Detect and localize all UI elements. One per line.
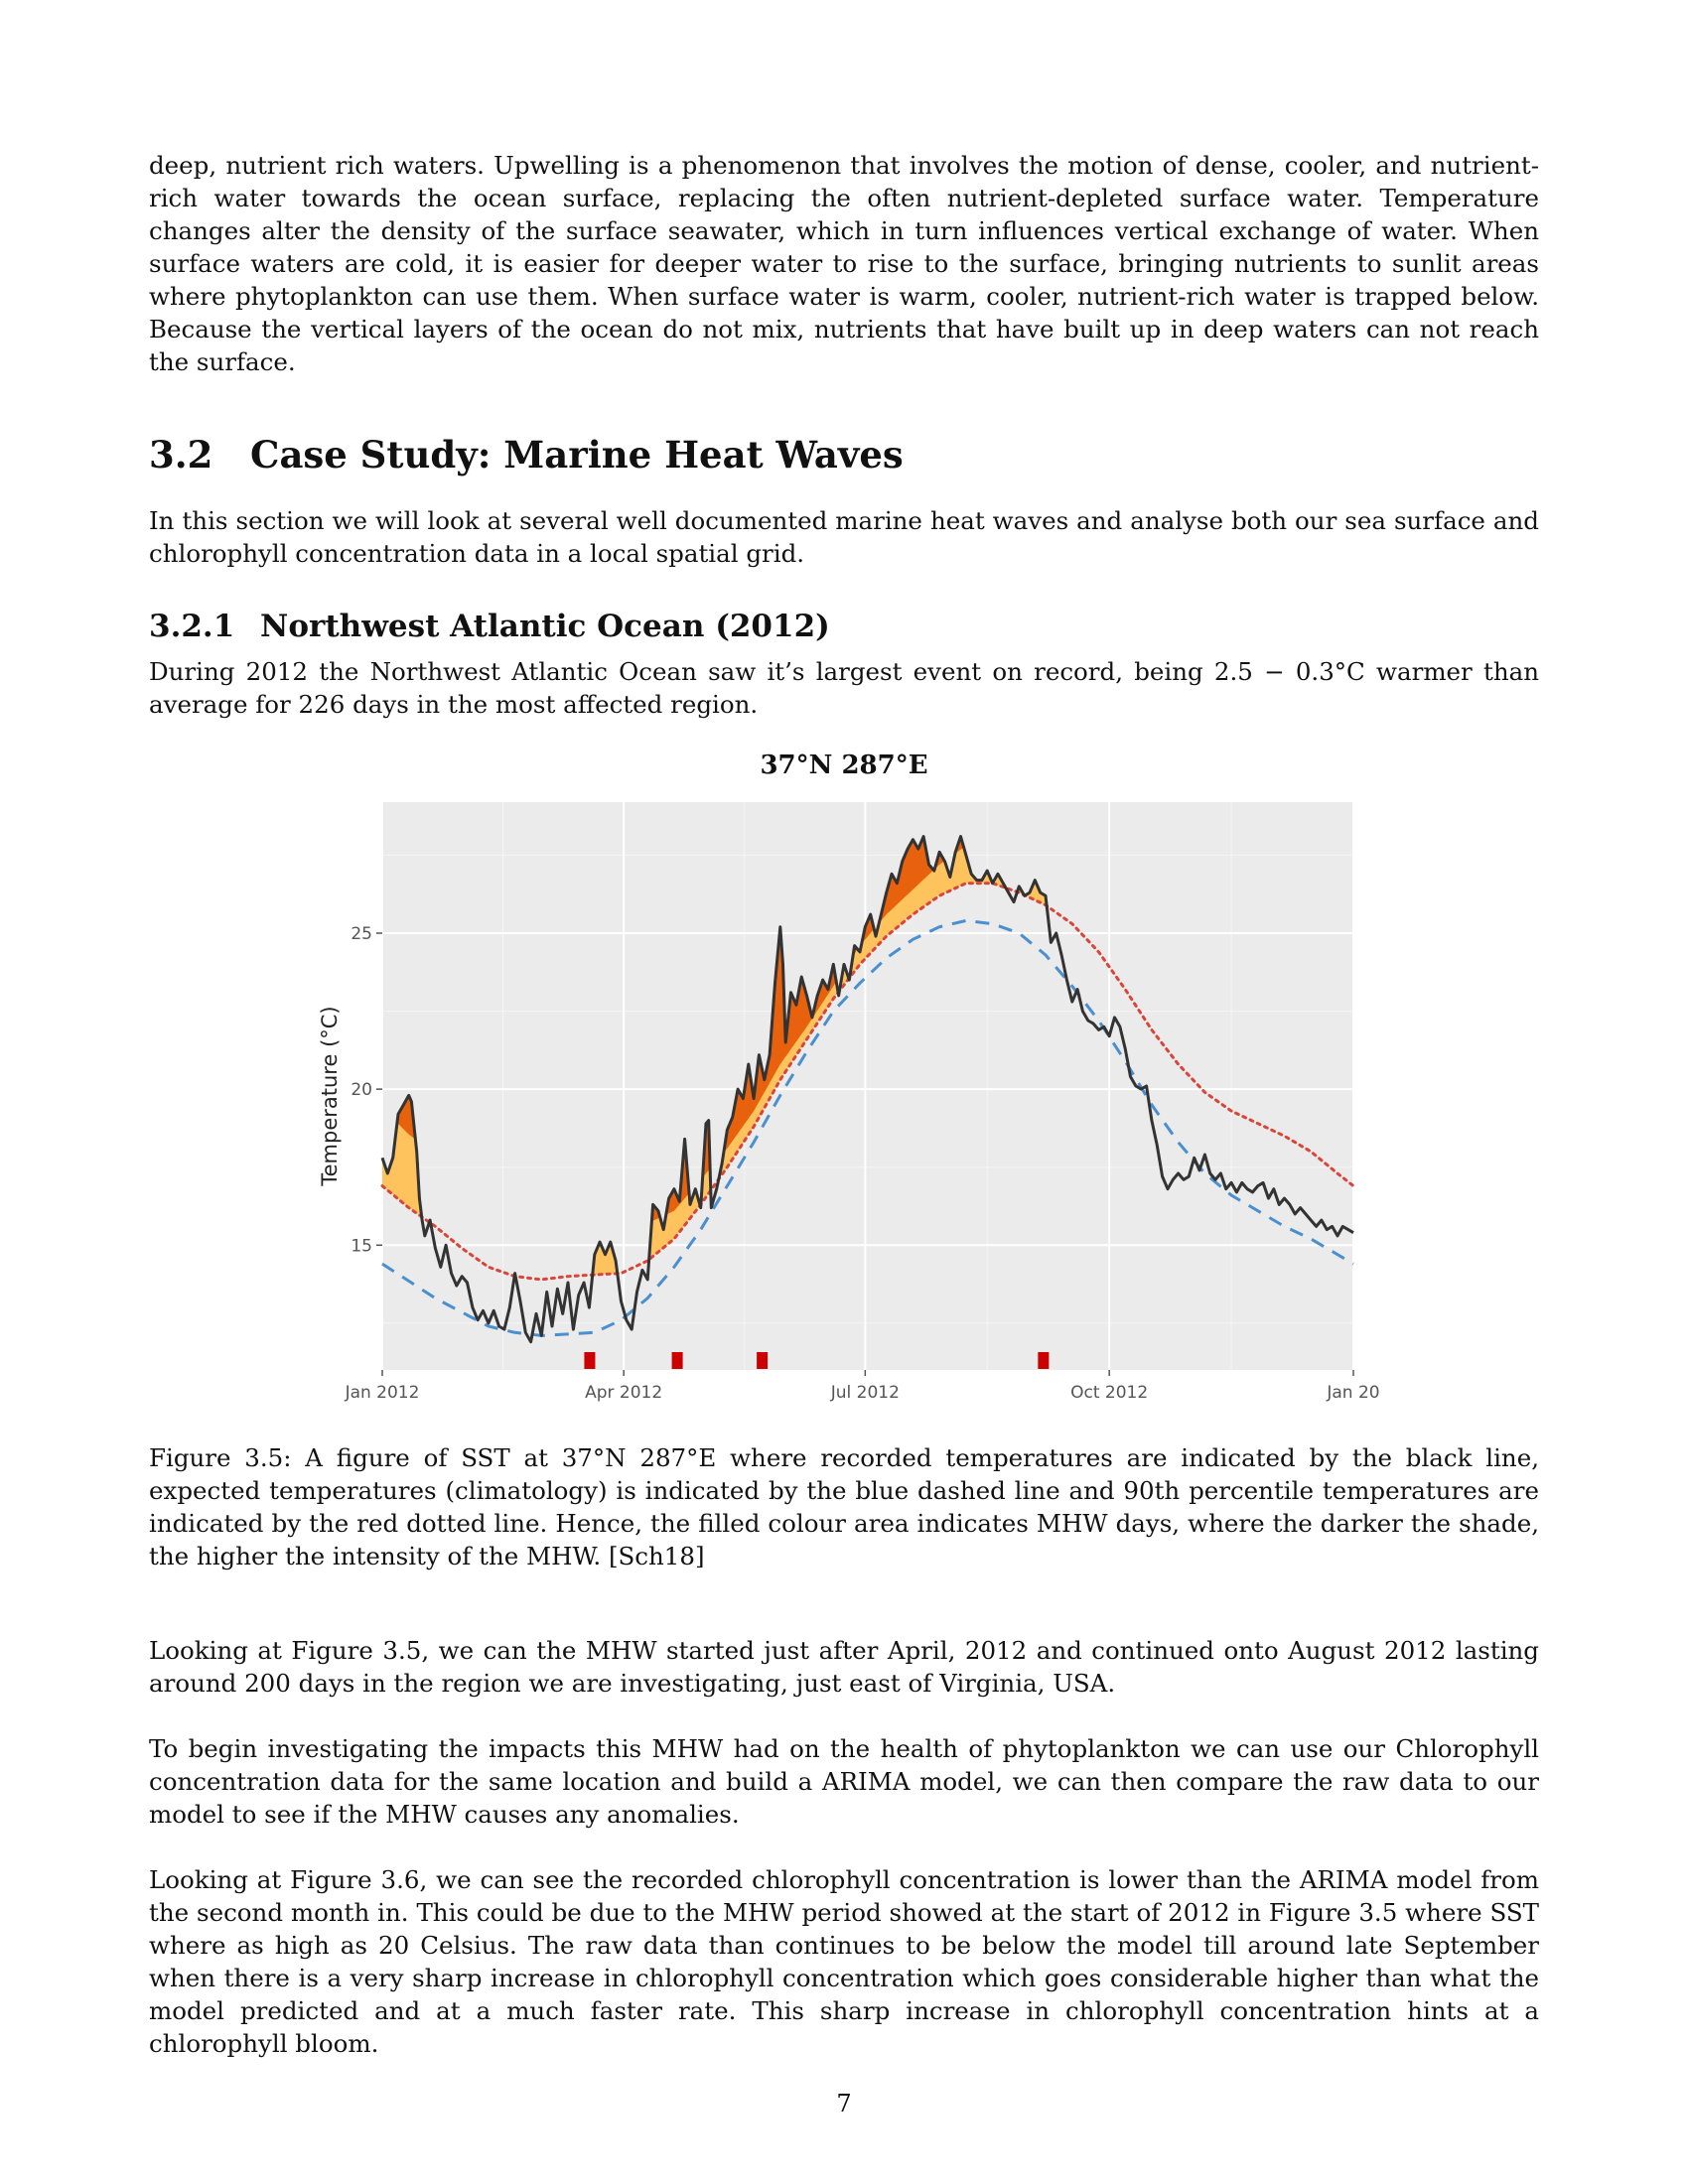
- x-tick-label: Oct 2012: [1070, 1383, 1148, 1403]
- page-number: 7: [836, 2090, 852, 2117]
- sst-chart: 15 20 25 Jan 2012 Apr 2012 Jul 2012 Oct 2012 Ja…: [318, 802, 1380, 1403]
- x-tick-label: Jan 2012: [345, 1383, 420, 1403]
- paragraph-after-2: To begin investigating the impacts this …: [149, 1734, 1539, 1829]
- subsection-paragraph: During 2012 the Northwest Atlantic Ocean…: [149, 657, 1539, 719]
- section-number: 3.2: [149, 433, 213, 477]
- y-tick-label: 20: [351, 1080, 372, 1100]
- y-axis-label: Temperature (°C): [318, 1006, 342, 1186]
- y-tick-label: 25: [351, 924, 372, 944]
- mhw-fill-strong: [862, 914, 874, 943]
- mhw-fill-moderate: [593, 1242, 618, 1276]
- x-tick-label: Apr 2012: [585, 1383, 662, 1403]
- subsection-heading: 3.2.1 Northwest Atlantic Ocean (2012): [149, 608, 1539, 645]
- y-tick-label: 15: [351, 1236, 372, 1256]
- section-heading: 3.2 Case Study: Marine Heat Waves: [149, 433, 1539, 477]
- subsection-title: Northwest Atlantic Ocean (2012): [260, 609, 830, 644]
- mhw-fill-strong: [880, 836, 933, 922]
- paragraph-after-1: Looking at Figure 3.5, we can the MHW st…: [149, 1636, 1539, 1698]
- page-content: deep, nutrient rich waters. Upwelling is…: [149, 149, 1539, 2060]
- mhw-event-marker: [1038, 1352, 1050, 1369]
- climatology-line: [381, 918, 1354, 1337]
- paragraph-after-3: Looking at Figure 3.6, we can see the re…: [149, 1865, 1539, 2058]
- mhw-fill-moderate: [850, 836, 992, 977]
- mhw-event-marker: [757, 1352, 769, 1369]
- plot-background: [382, 802, 1353, 1370]
- figure-3-5: 15 20 25 Jan 2012 Apr 2012 Jul 2012 Oct 2012 Ja…: [303, 794, 1395, 1420]
- threshold-line: [380, 882, 1355, 1282]
- subsection-number: 3.2.1: [149, 609, 235, 644]
- figure-title: 37°N 287°E: [760, 751, 928, 780]
- section-title: Case Study: Marine Heat Waves: [250, 433, 904, 477]
- figure-caption: Figure 3.5: A figure of SST at 37°N 287°…: [149, 1443, 1539, 1570]
- mhw-event-marker: [584, 1352, 596, 1369]
- section-paragraph: In this section we will look at several …: [149, 506, 1539, 568]
- x-tick-label: Jul 2012: [830, 1383, 900, 1403]
- intro-paragraph: deep, nutrient rich waters. Upwelling is…: [149, 151, 1539, 376]
- mhw-fill-moderate: [1026, 880, 1046, 905]
- x-tick-label: Jan 20: [1326, 1383, 1379, 1403]
- sst-line: [380, 835, 1354, 1344]
- mhw-event-marker: [671, 1352, 683, 1369]
